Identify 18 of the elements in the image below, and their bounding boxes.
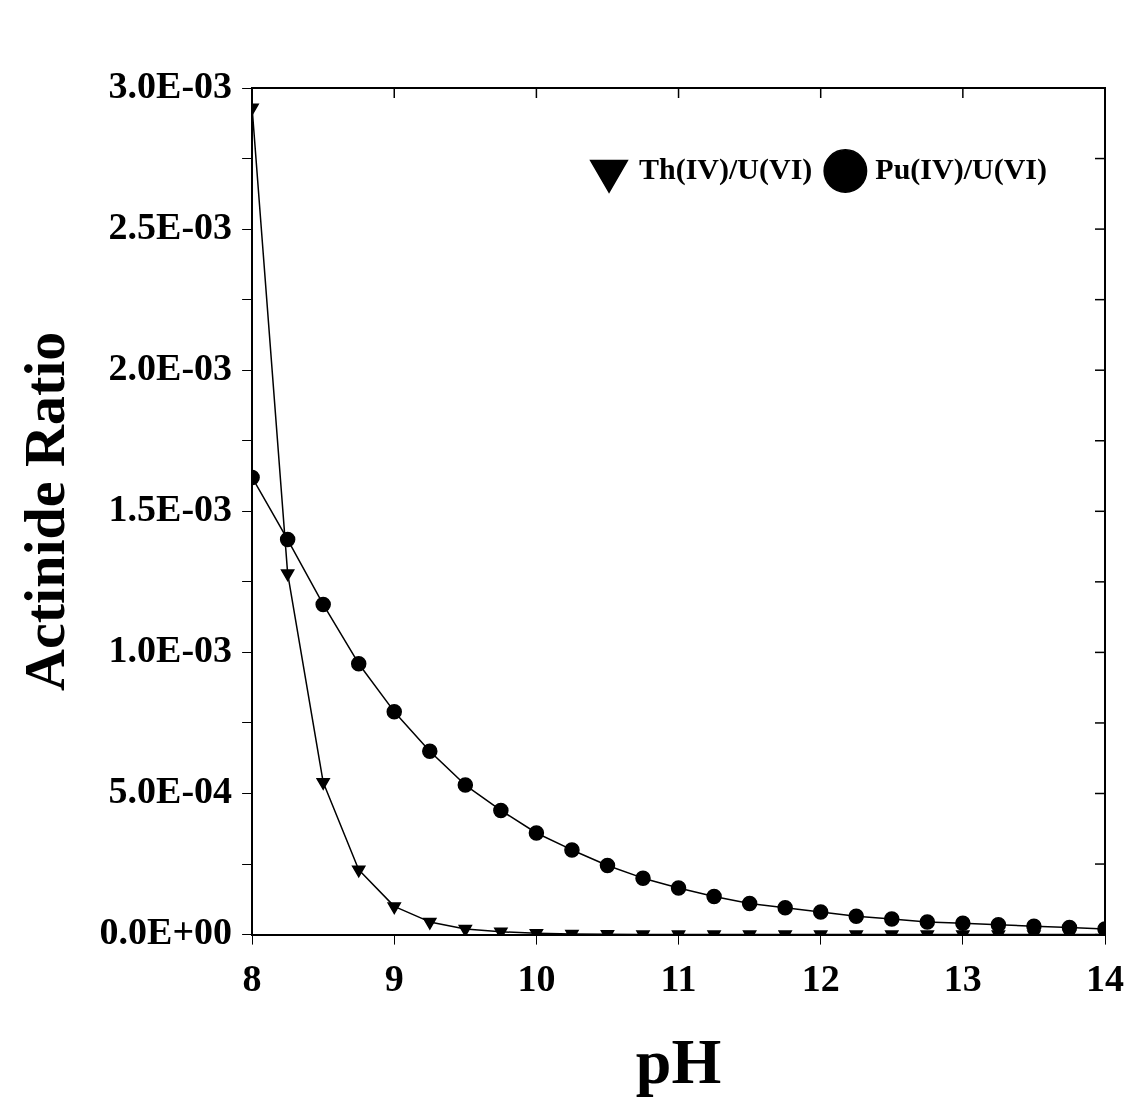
x-tick-label: 9 bbox=[384, 957, 404, 1000]
y-axis-title: Actinide Ratio bbox=[11, 331, 77, 691]
y-tick-label: 3.0E-03 bbox=[108, 63, 233, 106]
x-tick-label: 11 bbox=[660, 957, 697, 1000]
x-tick-label: 10 bbox=[517, 957, 556, 1000]
y-tick-label: 0.0E+00 bbox=[99, 910, 233, 953]
y-tick-label: 2.0E-03 bbox=[108, 346, 233, 389]
y-tick-label: 1.0E-03 bbox=[108, 628, 233, 671]
x-tick-label: 13 bbox=[943, 957, 982, 1000]
y-tick-label: 2.5E-03 bbox=[108, 204, 233, 247]
x-tick-label: 14 bbox=[1086, 957, 1124, 1000]
x-axis-title: pH bbox=[635, 1026, 722, 1098]
x-tick-label: 8 bbox=[242, 957, 262, 1000]
y-tick-label: 1.5E-03 bbox=[108, 487, 233, 530]
legend-label: Th(IV)/U(VI) bbox=[639, 151, 813, 186]
legend-label: Pu(IV)/U(VI) bbox=[875, 151, 1048, 186]
x-tick-label: 12 bbox=[801, 957, 840, 1000]
y-tick-label: 5.0E-04 bbox=[108, 769, 233, 812]
